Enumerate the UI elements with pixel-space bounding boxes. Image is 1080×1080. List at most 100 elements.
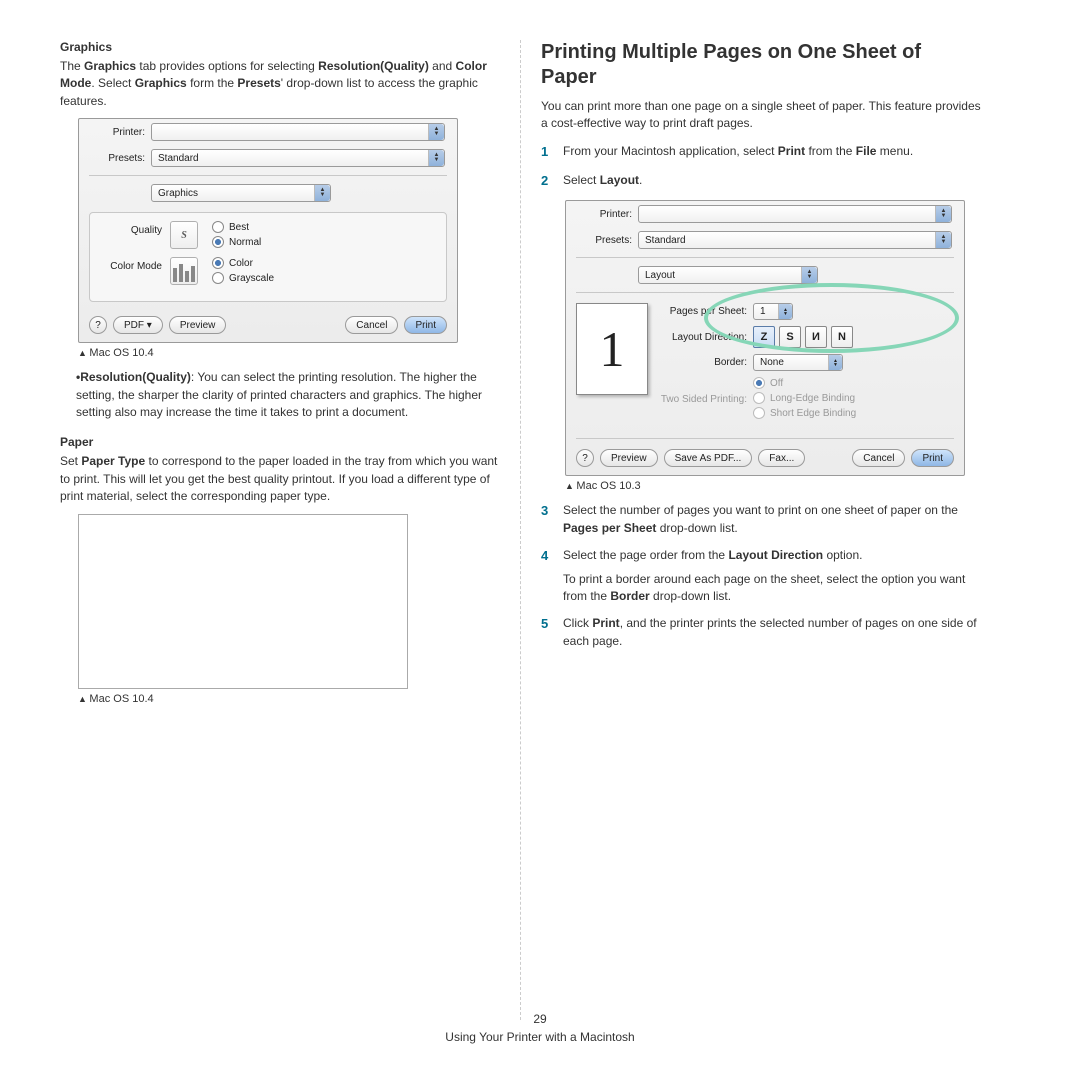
step-number: 4 bbox=[541, 547, 563, 605]
printer-select[interactable]: ▲▼ bbox=[638, 205, 952, 223]
ld-label: Layout Direction: bbox=[658, 332, 753, 343]
chevron-updown-icon: ▲▼ bbox=[314, 185, 330, 201]
paper-heading: Paper bbox=[60, 435, 500, 449]
colormode-icon bbox=[170, 257, 198, 285]
paper-paragraph: Set Paper Type to correspond to the pape… bbox=[60, 453, 500, 505]
chevron-updown-icon: ▲▼ bbox=[778, 304, 792, 319]
border-label: Border: bbox=[658, 357, 753, 368]
caption-macos-1: Mac OS 10.4 bbox=[78, 347, 500, 359]
caption-macos-3: Mac OS 10.3 bbox=[565, 480, 981, 492]
chevron-updown-icon: ▲▼ bbox=[801, 267, 817, 283]
text: and bbox=[429, 59, 456, 73]
quality-best-radio[interactable]: Best bbox=[212, 221, 436, 233]
help-icon: ? bbox=[95, 320, 101, 331]
cancel-button[interactable]: Cancel bbox=[852, 449, 905, 467]
step-5: 5 Click Print, and the printer prints th… bbox=[541, 615, 981, 650]
text: tab provides options for selecting bbox=[136, 59, 318, 73]
preview-button[interactable]: Preview bbox=[600, 449, 658, 467]
dir-btn-3[interactable]: И bbox=[805, 326, 827, 348]
save-pdf-button[interactable]: Save As PDF... bbox=[664, 449, 753, 467]
text: Save As PDF... bbox=[675, 453, 742, 464]
dir-btn-1[interactable]: Z bbox=[753, 326, 775, 348]
quality-normal-radio[interactable]: Normal bbox=[212, 236, 436, 248]
presets-select[interactable]: Standard▲▼ bbox=[638, 231, 952, 249]
step-number: 3 bbox=[541, 502, 563, 537]
page-number: 29 bbox=[0, 1010, 1080, 1028]
layout-direction-buttons: Z S И N bbox=[753, 326, 853, 348]
text: Cancel bbox=[863, 453, 894, 464]
chevron-updown-icon: ▲▼ bbox=[828, 355, 842, 370]
left-column: Graphics The Graphics tab provides optio… bbox=[60, 40, 520, 990]
presets-label: Presets: bbox=[578, 235, 638, 246]
pdf-button[interactable]: PDF ▾ bbox=[113, 316, 163, 334]
text: Select the number of pages you want to p… bbox=[563, 503, 958, 517]
help-icon: ? bbox=[582, 453, 588, 464]
text: Click bbox=[563, 616, 592, 630]
text: PDF ▾ bbox=[124, 320, 152, 331]
text: Grayscale bbox=[229, 273, 274, 284]
paper-dialog-placeholder bbox=[78, 514, 408, 689]
text: Select the page order from the bbox=[563, 548, 728, 562]
presets-label: Presets: bbox=[91, 153, 151, 164]
help-button[interactable]: ? bbox=[576, 449, 594, 467]
tsp-off-radio: Off bbox=[753, 377, 954, 389]
text: Graphics bbox=[84, 59, 136, 73]
text: Cancel bbox=[356, 320, 387, 331]
text: Long-Edge Binding bbox=[770, 393, 855, 404]
dir-icon: N bbox=[838, 331, 846, 343]
color-radio[interactable]: Color bbox=[212, 257, 436, 269]
preview-button[interactable]: Preview bbox=[169, 316, 227, 334]
steps-list: 1 From your Macintosh application, selec… bbox=[541, 143, 981, 191]
chevron-updown-icon: ▲▼ bbox=[935, 232, 951, 248]
text: File bbox=[856, 144, 877, 158]
presets-select[interactable]: Standard▲▼ bbox=[151, 149, 445, 167]
tab-select[interactable]: Graphics ▲▼ bbox=[151, 184, 331, 202]
dir-icon: Z bbox=[761, 331, 768, 343]
text: Print bbox=[922, 453, 943, 464]
quality-label: Quality bbox=[100, 221, 170, 236]
text: Layout Direction bbox=[728, 548, 823, 562]
colormode-label: Color Mode bbox=[100, 257, 170, 272]
dir-btn-2[interactable]: S bbox=[779, 326, 801, 348]
tsp-label: Two Sided Printing: bbox=[658, 394, 753, 405]
pps-label: Pages per Sheet: bbox=[658, 306, 753, 317]
page-footer: 29 Using Your Printer with a Macintosh bbox=[0, 1010, 1080, 1046]
text: form the bbox=[187, 76, 238, 90]
pps-value: 1 bbox=[760, 306, 766, 317]
step-number: 2 bbox=[541, 172, 563, 191]
print-button[interactable]: Print bbox=[404, 316, 447, 334]
text: Color bbox=[229, 258, 253, 269]
help-button[interactable]: ? bbox=[89, 316, 107, 334]
graphics-group: Quality S Best Normal Color Mode Color G… bbox=[89, 212, 447, 302]
text: Presets bbox=[237, 76, 280, 90]
text: Paper Type bbox=[81, 454, 145, 468]
fax-button[interactable]: Fax... bbox=[758, 449, 805, 467]
chevron-updown-icon: ▲▼ bbox=[935, 206, 951, 222]
text: Preview bbox=[180, 320, 216, 331]
preview-number: 1 bbox=[600, 320, 625, 378]
text: Select bbox=[563, 173, 600, 187]
chevron-updown-icon: ▲▼ bbox=[428, 124, 444, 140]
step-4: 4 Select the page order from the Layout … bbox=[541, 547, 981, 605]
print-button[interactable]: Print bbox=[911, 449, 954, 467]
grayscale-radio[interactable]: Grayscale bbox=[212, 272, 436, 284]
text: Graphics bbox=[135, 76, 187, 90]
text: From your Macintosh application, select bbox=[563, 144, 778, 158]
pps-select[interactable]: 1 ▲▼ bbox=[753, 303, 793, 320]
text: Print bbox=[592, 616, 619, 630]
step-2: 2 Select Layout. bbox=[541, 172, 981, 191]
right-column: Printing Multiple Pages on One Sheet of … bbox=[521, 40, 981, 990]
text: Resolution(Quality) bbox=[80, 370, 191, 384]
border-select[interactable]: None▲▼ bbox=[753, 354, 843, 371]
printer-label: Printer: bbox=[578, 209, 638, 220]
tab-select[interactable]: Layout▲▼ bbox=[638, 266, 818, 284]
dir-icon: И bbox=[812, 331, 820, 343]
dir-btn-4[interactable]: N bbox=[831, 326, 853, 348]
cancel-button[interactable]: Cancel bbox=[345, 316, 398, 334]
tsp-short-radio: Short Edge Binding bbox=[753, 407, 954, 419]
tab-value: Graphics bbox=[158, 188, 198, 199]
section-title: Printing Multiple Pages on One Sheet of … bbox=[541, 40, 981, 90]
printer-select[interactable]: ▲▼ bbox=[151, 123, 445, 141]
step-1: 1 From your Macintosh application, selec… bbox=[541, 143, 981, 162]
quality-icon: S bbox=[170, 221, 198, 249]
